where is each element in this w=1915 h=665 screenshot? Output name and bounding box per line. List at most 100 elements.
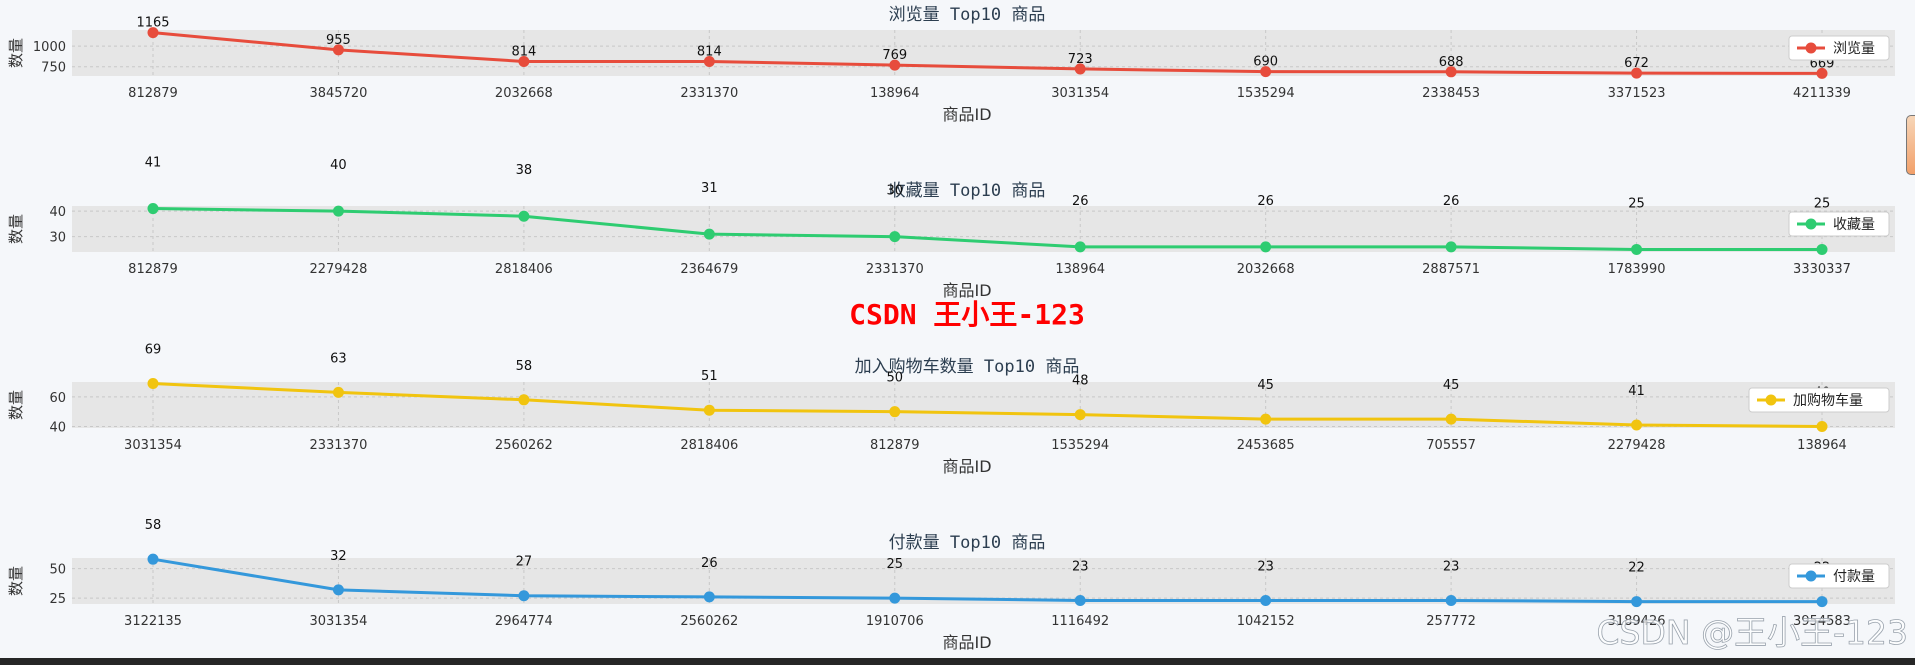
data-point: [1445, 66, 1457, 78]
center-watermark: CSDN 王小王-123: [849, 298, 1085, 331]
data-label: 41: [145, 156, 162, 171]
y-axis-label: 数量: [7, 566, 25, 596]
chart-title: 付款量 Top10 商品: [889, 533, 1046, 553]
x-tick-label: 138964: [1797, 438, 1847, 453]
x-tick-label: 812879: [128, 86, 178, 101]
data-label: 27: [516, 555, 533, 570]
x-tick-label: 2818406: [680, 438, 738, 453]
x-tick-label: 3371523: [1608, 86, 1666, 101]
x-tick-label: 3845720: [309, 86, 367, 101]
data-point: [1816, 67, 1828, 79]
x-tick-label: 2331370: [309, 438, 367, 453]
data-label: 26: [1257, 194, 1274, 209]
legend: 付款量: [1788, 563, 1890, 589]
data-label: 672: [1624, 56, 1649, 71]
x-tick-label: 2338453: [1422, 86, 1480, 101]
x-tick-label: 2818406: [495, 262, 553, 277]
x-tick-label: 3954583: [1793, 614, 1851, 629]
data-point: [889, 406, 901, 418]
x-axis-label: 商品ID: [942, 457, 991, 476]
data-label: 26: [1072, 194, 1089, 209]
scroll-handle[interactable]: [1906, 115, 1915, 175]
data-label: 26: [1443, 194, 1460, 209]
data-label: 1165: [136, 16, 169, 31]
data-label: 48: [1072, 374, 1089, 389]
corner-watermark: CSDN @王小王-123: [1597, 613, 1908, 652]
x-tick-label: 1783990: [1608, 262, 1666, 277]
legend-label: 浏览量: [1833, 41, 1875, 57]
y-tick-label: 50: [49, 563, 66, 578]
data-point: [1260, 413, 1272, 425]
x-axis-label: 商品ID: [942, 633, 991, 652]
x-tick-label: 2964774: [495, 614, 553, 629]
data-label: 23: [1257, 559, 1274, 574]
data-label: 814: [697, 44, 722, 59]
legend-box: [1748, 387, 1890, 413]
x-tick-label: 2453685: [1237, 438, 1295, 453]
data-point: [889, 231, 901, 243]
data-label: 22: [1628, 561, 1645, 576]
legend-box: [1788, 563, 1890, 589]
series-line: [152, 381, 1823, 429]
data-point: [703, 55, 715, 67]
x-tick-label: 2032668: [495, 86, 553, 101]
x-tick-label: 2331370: [680, 86, 738, 101]
data-label: 41: [1628, 384, 1645, 399]
legend: 浏览量: [1788, 35, 1890, 61]
chart-title: 浏览量 Top10 商品: [889, 5, 1046, 25]
data-point: [518, 590, 530, 602]
data-point: [1074, 409, 1086, 421]
legend-label: 收藏量: [1833, 217, 1875, 233]
data-label: 23: [1072, 559, 1089, 574]
data-point: [1445, 241, 1457, 253]
data-label: 45: [1443, 378, 1460, 393]
data-label: 50: [887, 371, 904, 386]
data-point: [1631, 243, 1643, 255]
data-label: 31: [701, 181, 718, 196]
data-label: 63: [330, 351, 347, 366]
plot-area: [72, 382, 1895, 428]
data-point: [518, 55, 530, 67]
data-point: [147, 203, 159, 215]
data-label: 690: [1253, 55, 1278, 70]
data-label: 32: [330, 549, 347, 564]
data-point: [703, 591, 715, 603]
x-tick-label: 4211339: [1793, 86, 1851, 101]
x-tick-label: 138964: [1055, 262, 1105, 277]
chart-title: 加入购物车数量 Top10 商品: [855, 357, 1080, 377]
x-tick-label: 3031354: [1051, 86, 1109, 101]
data-point: [518, 394, 530, 406]
data-point: [1074, 594, 1086, 606]
x-tick-label: 3122135: [124, 614, 182, 629]
x-tick-label: 2331370: [866, 262, 924, 277]
y-tick-label: 40: [49, 205, 66, 220]
x-tick-label: 1042152: [1237, 614, 1295, 629]
x-tick-label: 3189426: [1608, 614, 1666, 629]
y-axis-label: 数量: [7, 38, 25, 68]
data-label: 58: [145, 518, 162, 533]
legend: 加购物车量: [1748, 387, 1890, 413]
legend-marker: [1805, 218, 1817, 230]
legend-box: [1788, 211, 1890, 237]
series-line: [152, 557, 1822, 604]
data-point: [1816, 421, 1828, 433]
y-tick-label: 1000: [33, 40, 66, 55]
legend-box: [1788, 35, 1890, 61]
series-line: [152, 31, 1823, 75]
data-label: 45: [1257, 378, 1274, 393]
data-point: [332, 44, 344, 56]
x-tick-label: 1116492: [1051, 614, 1109, 629]
data-point: [889, 59, 901, 71]
x-tick-label: 2032668: [1237, 262, 1295, 277]
data-point: [703, 228, 715, 240]
x-tick-label: 3330337: [1793, 262, 1851, 277]
chart-title: 收藏量 Top10 商品: [889, 181, 1046, 201]
bottom-strip: [0, 658, 1915, 665]
data-point: [1816, 243, 1828, 255]
x-tick-label: 3031354: [124, 438, 182, 453]
data-label: 51: [701, 369, 718, 384]
data-point: [1445, 594, 1457, 606]
data-point: [1074, 241, 1086, 253]
